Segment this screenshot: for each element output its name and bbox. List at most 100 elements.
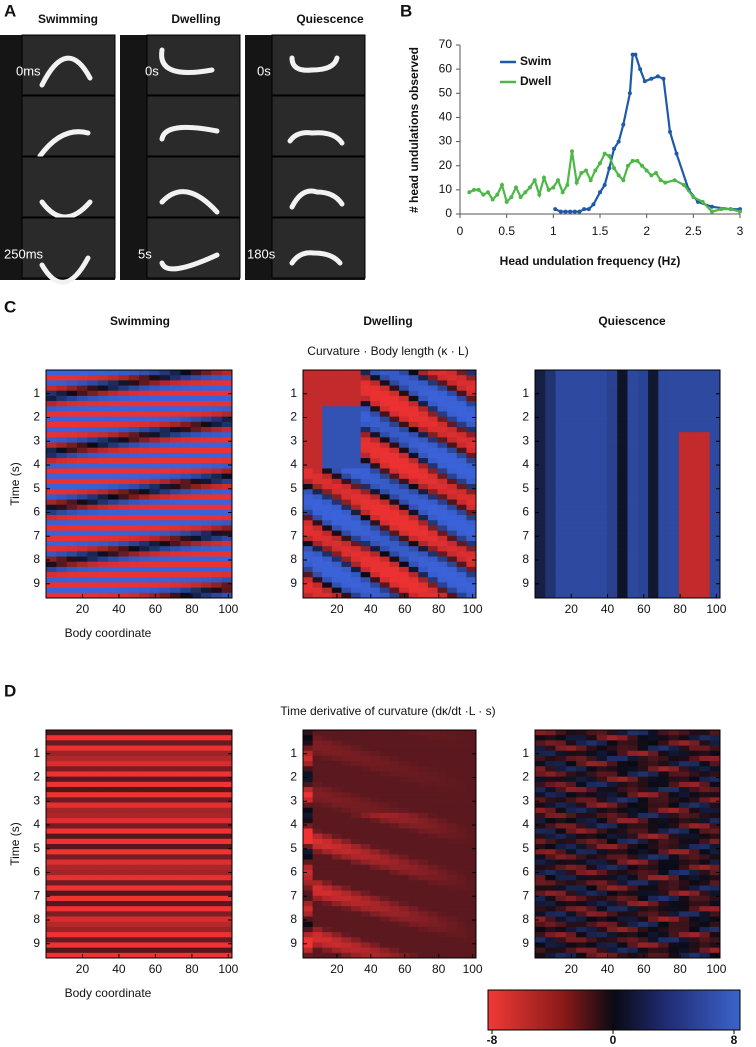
heatmap-cell: [222, 422, 233, 428]
heatmap-cell: [466, 525, 476, 531]
heatmap-cell: [351, 411, 361, 417]
heatmap-cell: [108, 515, 119, 521]
heatmap-cell: [648, 828, 659, 834]
y-tick-label: 8: [290, 552, 297, 566]
data-point: [631, 159, 635, 163]
heatmap-cell: [648, 380, 659, 386]
heatmap-cell: [617, 546, 628, 552]
heatmap-cell: [438, 937, 448, 943]
heatmap-cell: [399, 740, 409, 746]
heatmap-cell: [149, 756, 160, 762]
y-tick-label: 9: [33, 936, 40, 950]
heatmap-cell: [399, 896, 409, 902]
heatmap-cell: [658, 484, 669, 490]
heatmap-cell: [669, 510, 680, 516]
heatmap-cell: [638, 582, 649, 588]
heatmap-cell: [535, 448, 546, 454]
heatmap-cell: [418, 885, 428, 891]
heatmap-cell: [638, 588, 649, 594]
heatmap-cell: [98, 803, 109, 809]
heatmap-cell: [313, 735, 323, 741]
y-tick-label: 6: [290, 865, 297, 879]
heatmap-cell: [118, 505, 129, 511]
heatmap-cell: [170, 437, 181, 443]
heatmap-cell: [597, 937, 608, 943]
heatmap-cell: [390, 422, 400, 428]
heatmap-cell: [313, 458, 323, 464]
heatmap-cell: [710, 432, 721, 438]
data-point: [519, 195, 523, 199]
heatmap-cell: [351, 818, 361, 824]
heatmap-cell: [180, 515, 191, 521]
heatmap-cell: [201, 588, 212, 594]
heatmap-cell: [180, 500, 191, 506]
heatmap-cell: [597, 380, 608, 386]
heatmap-cell: [607, 443, 618, 449]
heatmap-cell: [351, 860, 361, 866]
heatmap-cell: [586, 468, 597, 474]
heatmap-cell: [447, 792, 457, 798]
heatmap-cell: [67, 844, 78, 850]
heatmap-cell: [211, 520, 222, 526]
heatmap-cell: [322, 546, 332, 552]
heatmap-cell: [170, 541, 181, 547]
heatmap-cell: [658, 505, 669, 511]
heatmap-cell: [332, 536, 342, 542]
heatmap-cell: [418, 422, 428, 428]
data-point: [505, 200, 509, 204]
heatmap-cell: [87, 818, 98, 824]
heatmap-cell: [689, 380, 700, 386]
heatmap-cell: [129, 751, 140, 757]
heatmap-cell: [149, 422, 160, 428]
heatmap-cell: [447, 411, 457, 417]
data-point: [542, 176, 546, 180]
heatmap-cell: [201, 771, 212, 777]
heatmap-cell: [77, 422, 88, 428]
heatmap-cell: [648, 854, 659, 860]
heatmap-cell: [67, 782, 78, 788]
heatmap-cell: [160, 380, 171, 386]
heatmap-cell: [447, 520, 457, 526]
heatmap-cell: [211, 823, 222, 829]
heatmap-cell: [211, 751, 222, 757]
heatmap-cell: [303, 468, 313, 474]
heatmap-cell: [170, 823, 181, 829]
heatmap-cell: [170, 396, 181, 402]
heatmap-cell: [628, 396, 639, 402]
heatmap-cell: [628, 828, 639, 834]
heatmap-cell: [87, 536, 98, 542]
x-tick-label: 20: [76, 602, 90, 616]
heatmap-cell: [108, 834, 119, 840]
heatmap-cell: [211, 458, 222, 464]
heatmap-cell: [390, 942, 400, 948]
heatmap-cell: [545, 885, 556, 891]
heatmap-cell: [566, 756, 577, 762]
heatmap-cell: [409, 468, 419, 474]
heatmap-cell: [108, 536, 119, 542]
heatmap-cell: [628, 880, 639, 886]
heatmap-cell: [428, 453, 438, 459]
heatmap-cell: [390, 479, 400, 485]
heatmap-cell: [457, 911, 467, 917]
heatmap-cell: [566, 787, 577, 793]
heatmap-cell: [351, 422, 361, 428]
heatmap-cell: [77, 463, 88, 469]
heatmap-cell: [313, 557, 323, 563]
heatmap-cell: [380, 494, 390, 500]
heatmap-cell: [118, 406, 129, 412]
heatmap-cell: [607, 582, 618, 588]
heatmap-cell: [628, 557, 639, 563]
heatmap-cell: [390, 380, 400, 386]
heatmap-cell: [313, 849, 323, 855]
heatmap-cell: [129, 818, 140, 824]
heatmap-cell: [56, 562, 67, 568]
heatmap-cell: [409, 896, 419, 902]
heatmap-cell: [77, 885, 88, 891]
heatmap-cell: [628, 494, 639, 500]
heatmap-cell: [628, 567, 639, 573]
heatmap-cell: [586, 730, 597, 736]
heatmap-cell: [211, 942, 222, 948]
heatmap-cell: [679, 792, 690, 798]
heatmap-cell: [351, 948, 361, 954]
heatmap-cell: [556, 453, 567, 459]
